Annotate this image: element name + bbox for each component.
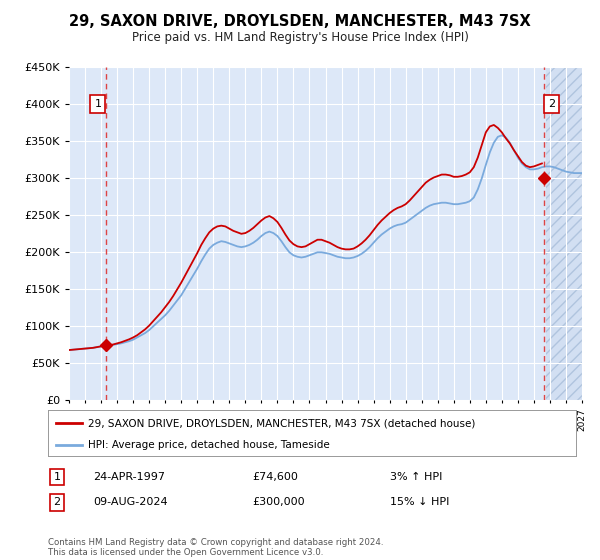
Text: 29, SAXON DRIVE, DROYLSDEN, MANCHESTER, M43 7SX (detached house): 29, SAXON DRIVE, DROYLSDEN, MANCHESTER, … (88, 418, 475, 428)
Text: HPI: Average price, detached house, Tameside: HPI: Average price, detached house, Tame… (88, 440, 329, 450)
Text: 1: 1 (94, 99, 101, 109)
Text: 2: 2 (53, 497, 61, 507)
Text: 2: 2 (548, 99, 555, 109)
Text: Price paid vs. HM Land Registry's House Price Index (HPI): Price paid vs. HM Land Registry's House … (131, 31, 469, 44)
Text: 29, SAXON DRIVE, DROYLSDEN, MANCHESTER, M43 7SX: 29, SAXON DRIVE, DROYLSDEN, MANCHESTER, … (69, 14, 531, 29)
Text: 09-AUG-2024: 09-AUG-2024 (93, 497, 167, 507)
Text: 24-APR-1997: 24-APR-1997 (93, 472, 165, 482)
Text: 3% ↑ HPI: 3% ↑ HPI (390, 472, 442, 482)
Text: £74,600: £74,600 (252, 472, 298, 482)
Text: 15% ↓ HPI: 15% ↓ HPI (390, 497, 449, 507)
Text: Contains HM Land Registry data © Crown copyright and database right 2024.
This d: Contains HM Land Registry data © Crown c… (48, 538, 383, 557)
Text: £300,000: £300,000 (252, 497, 305, 507)
Text: 1: 1 (53, 472, 61, 482)
